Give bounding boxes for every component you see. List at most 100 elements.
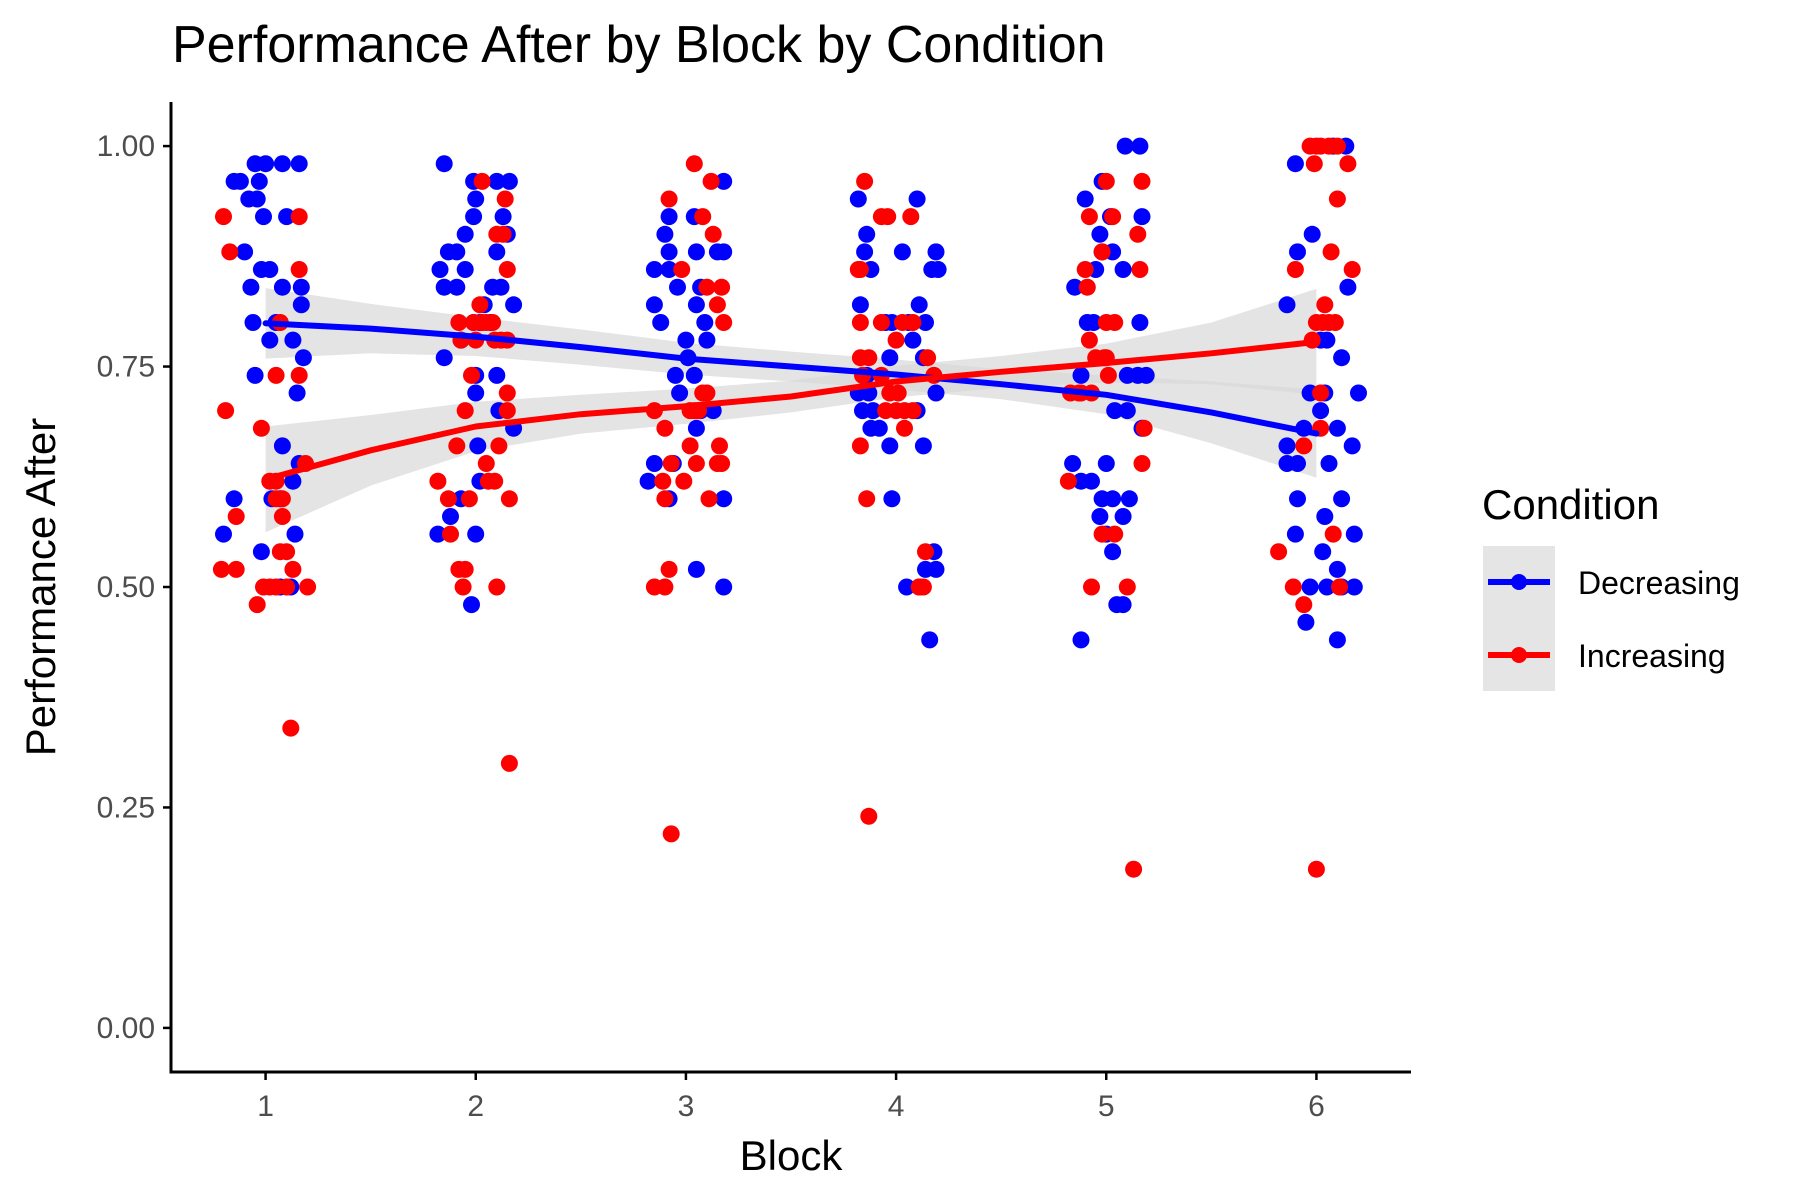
data-point-increasing (904, 402, 922, 420)
data-point-decreasing (1318, 578, 1336, 596)
data-point-increasing (1106, 314, 1124, 331)
data-point-increasing (1328, 190, 1346, 208)
data-point-decreasing (290, 155, 308, 173)
data-point-increasing (1104, 208, 1122, 226)
x-tick-label: 5 (1098, 1090, 1115, 1123)
data-point-increasing (248, 596, 266, 614)
data-point-increasing (290, 261, 308, 278)
data-point-decreasing (929, 261, 947, 278)
data-point-increasing (872, 314, 890, 331)
data-point-decreasing (1345, 578, 1363, 596)
data-point-decreasing (1131, 314, 1149, 331)
data-point-increasing (273, 508, 291, 525)
data-point-increasing (702, 172, 720, 190)
data-point-decreasing (687, 419, 705, 437)
legend-label-decreasing: Decreasing (1578, 565, 1740, 601)
x-ticks: 1 2 3 4 5 6 (257, 1072, 1325, 1123)
data-point-decreasing (1114, 508, 1132, 525)
data-point-increasing (1295, 596, 1313, 614)
data-point-increasing (1322, 243, 1340, 261)
data-point-decreasing (1091, 225, 1109, 243)
data-point-decreasing (927, 560, 945, 578)
data-point-increasing (278, 578, 296, 596)
data-point-decreasing (1106, 402, 1124, 420)
data-point-increasing (698, 384, 716, 402)
data-point-decreasing (284, 331, 302, 349)
data-point-decreasing (1289, 490, 1306, 508)
data-point-decreasing (652, 314, 670, 331)
data-point-increasing (673, 261, 691, 278)
data-point-decreasing (715, 243, 733, 261)
data-point-decreasing (225, 490, 243, 508)
chart-title: Performance After by Block by Condition (172, 16, 1106, 74)
data-point-decreasing (645, 455, 663, 472)
data-point-decreasing (494, 208, 512, 226)
data-point-increasing (267, 366, 285, 384)
data-point-increasing (919, 349, 937, 367)
data-point-increasing (273, 490, 291, 508)
data-point-decreasing (660, 243, 678, 261)
data-point-increasing (1083, 578, 1100, 596)
data-point-increasing (715, 314, 733, 331)
data-point-decreasing (488, 172, 506, 190)
data-point-decreasing (1091, 508, 1109, 525)
data-point-increasing (1301, 137, 1319, 155)
data-point-increasing (851, 314, 869, 331)
data-point-increasing (713, 455, 731, 472)
data-point-increasing (1118, 578, 1136, 596)
data-point-increasing (227, 508, 245, 525)
data-point-increasing (889, 384, 907, 402)
data-point-increasing (1106, 525, 1124, 543)
data-point-increasing (498, 261, 516, 278)
data-point-decreasing (273, 155, 291, 173)
data-point-decreasing (488, 366, 506, 384)
data-point-decreasing (231, 172, 249, 190)
data-point-decreasing (666, 366, 684, 384)
data-point-decreasing (914, 437, 932, 455)
data-point-decreasing (856, 243, 874, 261)
data-point-increasing (215, 208, 232, 226)
data-point-increasing (442, 525, 459, 543)
data-point-increasing (708, 296, 726, 314)
data-point-increasing (694, 208, 712, 226)
data-point-decreasing (893, 243, 911, 261)
data-point-decreasing (1278, 296, 1296, 314)
data-point-decreasing (244, 314, 262, 331)
data-point-increasing (887, 331, 905, 349)
data-point-decreasing (645, 261, 663, 278)
data-point-decreasing (1133, 208, 1151, 226)
data-point-increasing (704, 225, 722, 243)
data-point-increasing (1284, 578, 1302, 596)
data-point-decreasing (849, 190, 867, 208)
data-point-decreasing (292, 296, 310, 314)
data-point-decreasing (851, 296, 869, 314)
data-point-decreasing (687, 560, 705, 578)
data-point-increasing (851, 261, 869, 278)
axes: 0.00 0.25 0.50 0.75 1.00 1 2 3 4 5 6 (97, 102, 1411, 1123)
data-point-decreasing (456, 261, 474, 278)
data-point-increasing (460, 490, 478, 508)
data-point-increasing (1312, 384, 1330, 402)
data-point-decreasing (255, 208, 272, 226)
data-point-decreasing (1328, 631, 1346, 649)
data-point-increasing (479, 472, 497, 490)
data-point-increasing (227, 560, 245, 578)
data-point-increasing (675, 472, 693, 490)
data-point-decreasing (671, 384, 689, 402)
data-point-increasing (284, 560, 302, 578)
data-point-decreasing (1289, 455, 1306, 472)
data-point-increasing (1133, 455, 1151, 472)
data-point-decreasing (881, 349, 899, 367)
data-point-increasing (217, 402, 235, 420)
legend-key-point-decreasing (1511, 574, 1527, 590)
data-point-decreasing (1131, 137, 1149, 155)
data-point-decreasing (715, 578, 733, 596)
data-point-decreasing (435, 349, 453, 367)
data-point-decreasing (1120, 490, 1138, 508)
data-point-increasing (1343, 261, 1361, 278)
data-point-increasing (879, 208, 897, 226)
legend-label-increasing: Increasing (1578, 638, 1726, 674)
data-point-decreasing (273, 278, 291, 296)
data-point-increasing (660, 190, 678, 208)
data-point-decreasing (1072, 366, 1090, 384)
